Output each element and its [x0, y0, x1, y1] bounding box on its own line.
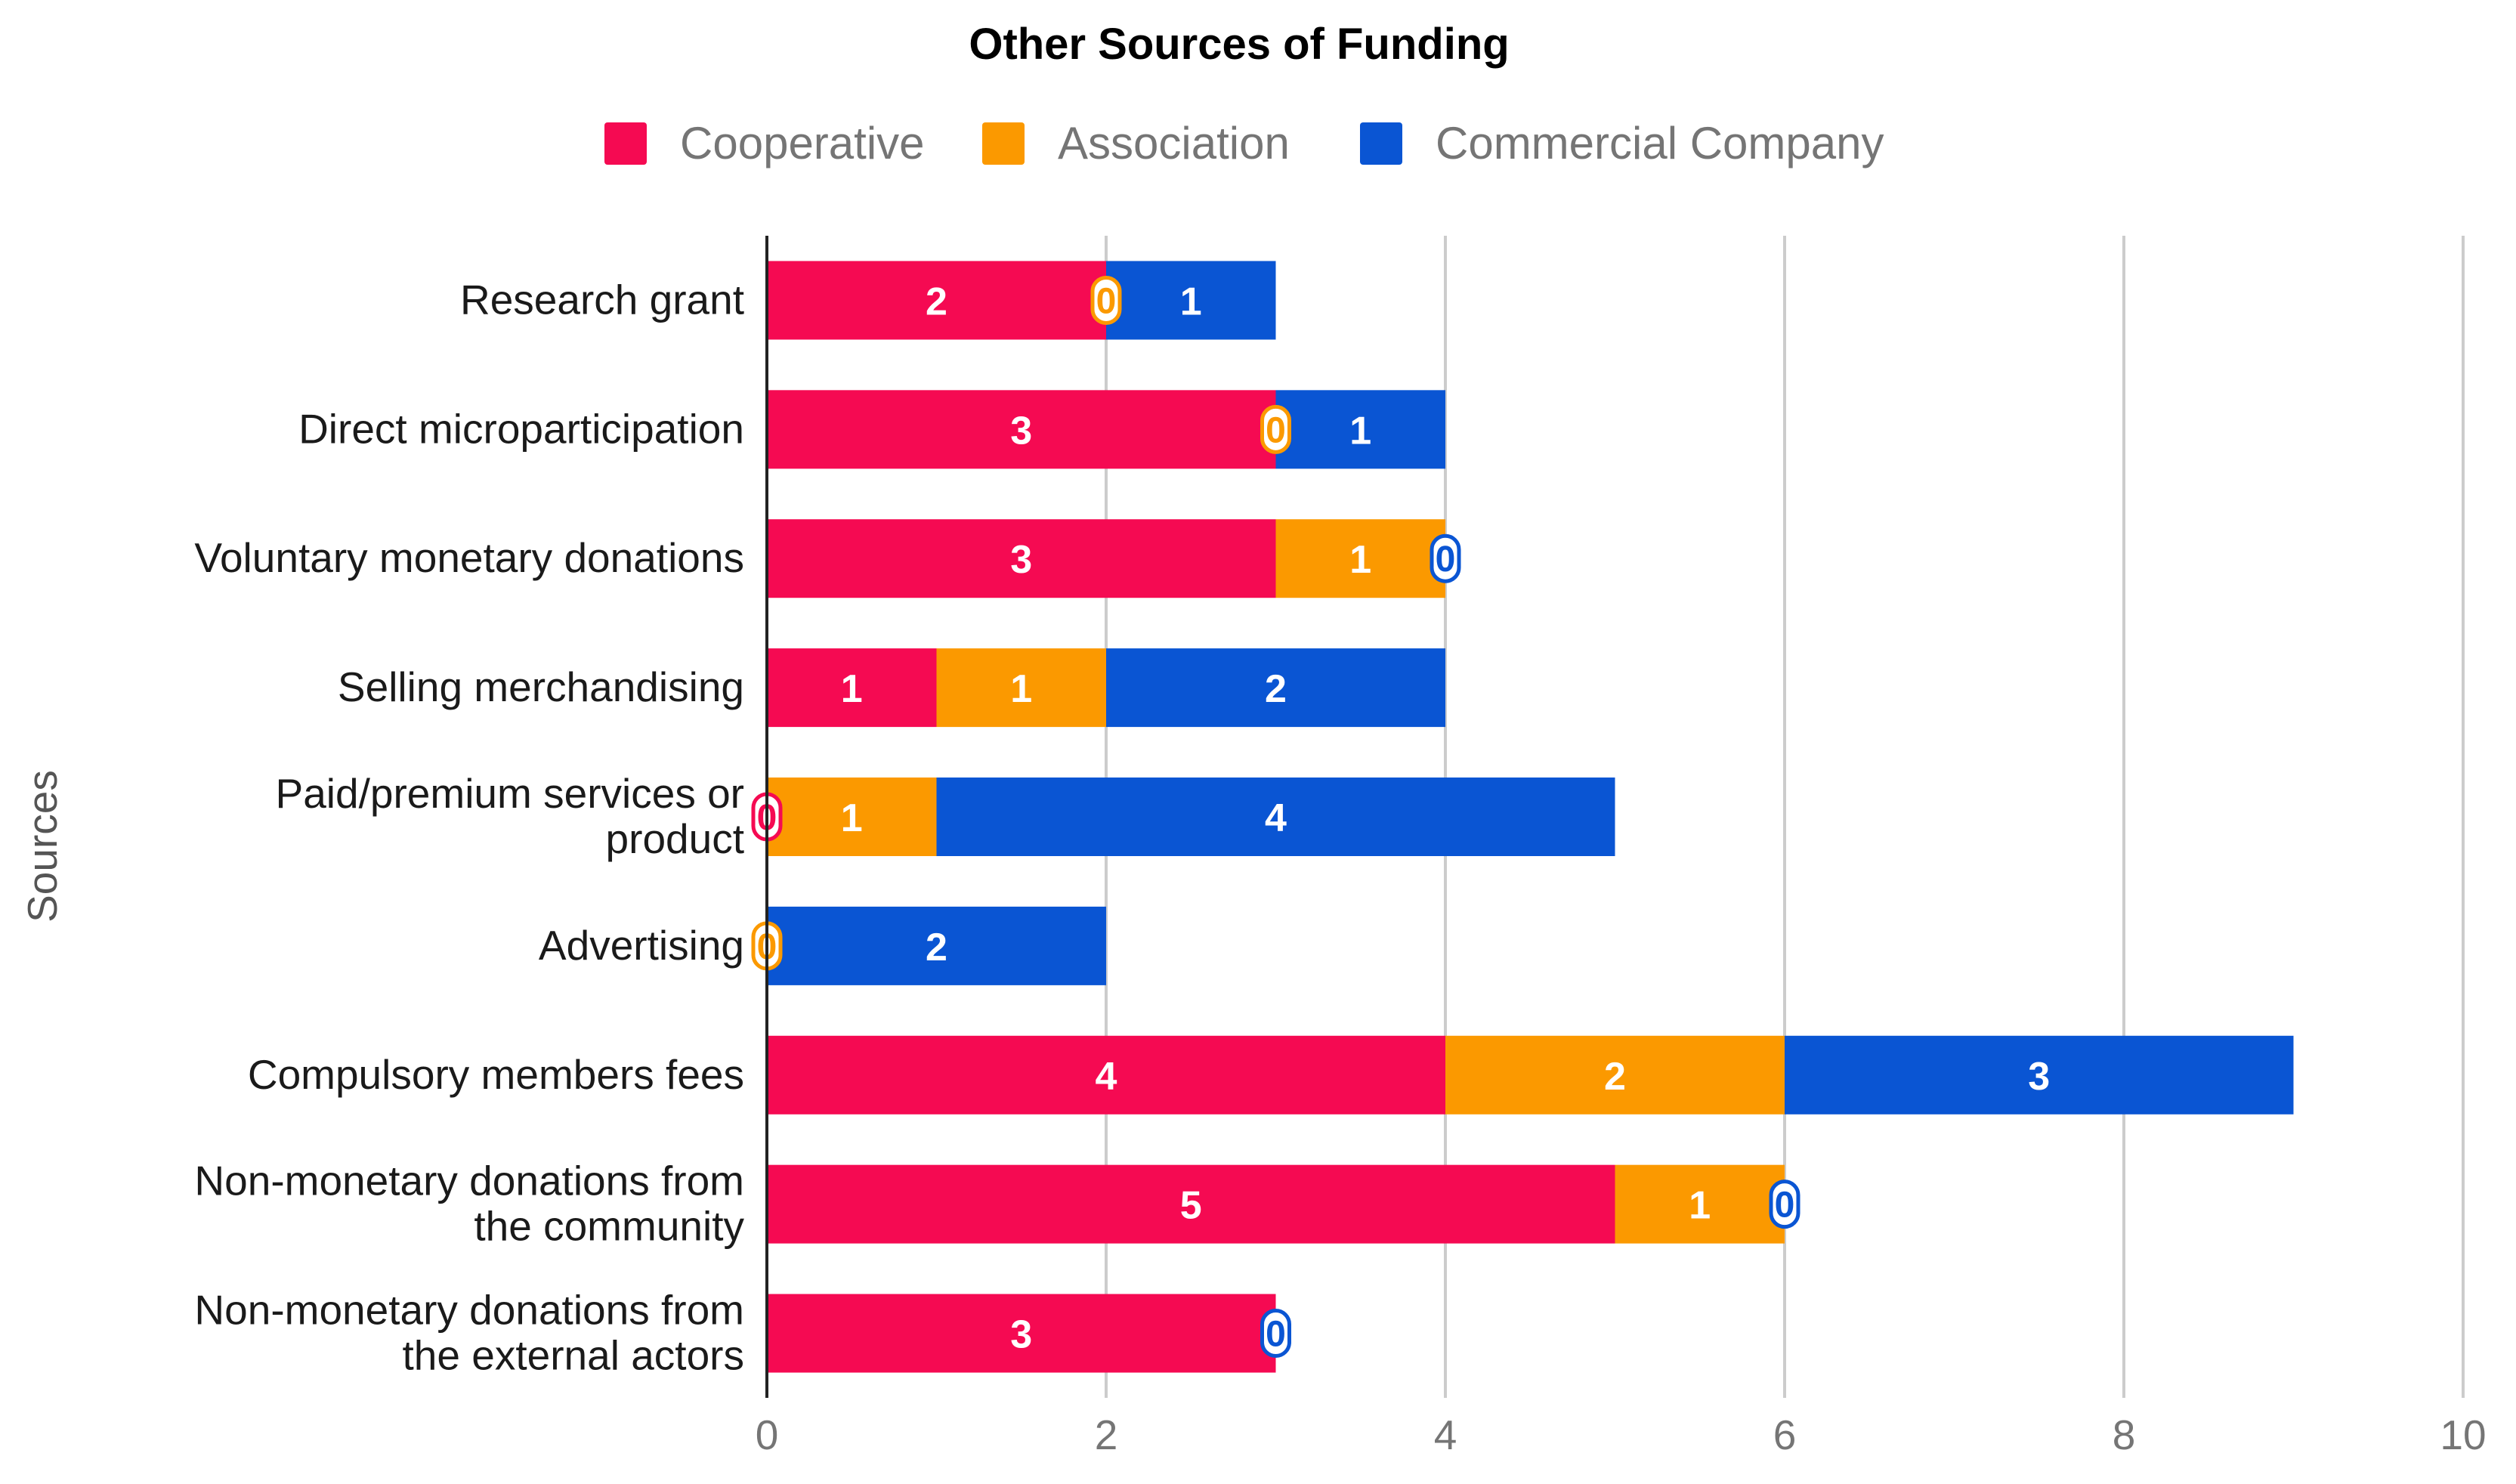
legend-item-cooperative: Cooperative — [604, 118, 925, 168]
category-label: Paid/premium services or product — [276, 770, 744, 862]
zero-label-text: 0 — [1775, 1186, 1795, 1226]
data-label: 3 — [1010, 1313, 1032, 1357]
data-label: 4 — [1265, 796, 1287, 840]
bar-cooperative — [767, 390, 1276, 469]
bar-commercial-company — [1275, 390, 1445, 469]
category-label: Advertising — [539, 922, 744, 969]
zero-label: 0 — [1090, 275, 1122, 325]
chart-title: Other Sources of Funding — [969, 20, 1509, 69]
legend-item-commercial-company: Commercial Company — [1360, 118, 1884, 168]
data-label: 1 — [1349, 538, 1371, 582]
bar-group-non-monetary-donations-from-the-community: 5 1 0 — [767, 1164, 1800, 1244]
data-label: 3 — [2028, 1055, 2050, 1099]
y-axis-title: Sources — [19, 770, 66, 923]
legend-label: Cooperative — [680, 118, 925, 168]
x-tick-labels: 0 2 4 6 8 10 — [756, 1411, 2487, 1458]
zero-label: 0 — [1769, 1179, 1800, 1229]
legend-item-association: Association — [982, 118, 1290, 168]
bar-cooperative — [767, 261, 1106, 340]
data-label: 1 — [1180, 280, 1202, 323]
bar-cooperative — [767, 519, 1276, 598]
bar-group-compulsory-members-fees: 4 2 3 — [767, 1035, 2294, 1115]
zero-label: 0 — [1430, 533, 1461, 583]
bar-association — [1615, 1164, 1785, 1244]
bar-cooperative — [767, 648, 937, 728]
zero-label: 0 — [1260, 1309, 1291, 1359]
legend-swatch — [1360, 122, 1402, 165]
zero-label-text: 0 — [1266, 410, 1286, 450]
data-label: 2 — [1604, 1055, 1626, 1099]
x-tick-label: 0 — [756, 1411, 779, 1458]
zero-label-badge — [1430, 533, 1461, 583]
data-label: 3 — [1010, 409, 1032, 453]
zero-label-badge — [1769, 1179, 1800, 1229]
x-tick-label: 4 — [1434, 1411, 1457, 1458]
category-label: Compulsory members fees — [248, 1051, 744, 1098]
bar-cooperative — [767, 1164, 1615, 1244]
legend-label: Commercial Company — [1436, 118, 1884, 168]
bar-association — [767, 778, 937, 856]
bar-group-voluntary-monetary-donations: 3 1 0 — [767, 519, 1461, 598]
category-label: Voluntary monetary donations — [194, 534, 744, 581]
zero-label-text: 0 — [1436, 539, 1456, 580]
legend: Cooperative Association Commercial Company — [604, 118, 1884, 168]
bar-group-selling-merchandising: 1 1 2 — [767, 648, 1445, 728]
bar-commercial-company — [1106, 648, 1445, 728]
data-label: 1 — [1689, 1184, 1711, 1228]
legend-swatch — [604, 122, 647, 165]
bar-commercial-company — [767, 906, 1106, 985]
bar-cooperative — [767, 1294, 1276, 1373]
data-label: 1 — [1010, 667, 1032, 711]
zero-label-badge — [1260, 1309, 1291, 1359]
x-tick-label: 10 — [2440, 1411, 2486, 1458]
category-label: Research grant — [460, 276, 744, 323]
x-tick-label: 8 — [2113, 1411, 2136, 1458]
data-label: 2 — [926, 926, 947, 969]
data-label: 1 — [841, 667, 863, 711]
x-tick-label: 2 — [1095, 1411, 1118, 1458]
data-label: 4 — [1096, 1055, 1117, 1099]
bar-group-direct-microparticipation: 3 0 1 — [767, 390, 1445, 469]
category-label: Non-monetary donations from the community — [194, 1158, 744, 1250]
bar-group-paid-premium-services-or-product: 014 — [751, 778, 1615, 856]
data-label: 2 — [1265, 667, 1287, 711]
zero-label-text: 0 — [1266, 1315, 1286, 1355]
category-label: Selling merchandising — [338, 663, 744, 710]
bar-commercial-company — [1106, 261, 1276, 340]
category-labels: Research grant Direct microparticipation V… — [194, 276, 744, 1378]
category-label: Direct microparticipation — [298, 405, 744, 452]
data-label: 5 — [1180, 1184, 1202, 1228]
data-label: 2 — [926, 280, 947, 323]
bar-commercial-company — [1785, 1035, 2294, 1115]
bar-association — [936, 648, 1106, 728]
zero-label: 0 — [1260, 404, 1291, 454]
x-tick-label: 6 — [1773, 1411, 1797, 1458]
data-label: 3 — [1010, 538, 1032, 582]
bar-group-advertising: 02 — [751, 906, 1106, 985]
data-label: 1 — [841, 796, 863, 840]
zero-label-text: 0 — [1096, 281, 1117, 321]
bar-group-research-grant: 2 0 1 — [767, 261, 1276, 340]
bar-cooperative — [767, 1035, 1445, 1115]
legend-swatch — [982, 122, 1025, 165]
bar-association — [1275, 519, 1445, 598]
legend-label: Association — [1058, 118, 1290, 168]
zero-label-badge — [1260, 404, 1291, 454]
zero-label-badge — [1090, 275, 1122, 325]
data-label: 1 — [1349, 409, 1371, 453]
category-label: Non-monetary donations from the external … — [194, 1287, 744, 1379]
bar-association — [1445, 1035, 1785, 1115]
bar-commercial-company — [936, 778, 1615, 856]
bars: 2013013101120140242351030 — [751, 236, 2294, 1398]
